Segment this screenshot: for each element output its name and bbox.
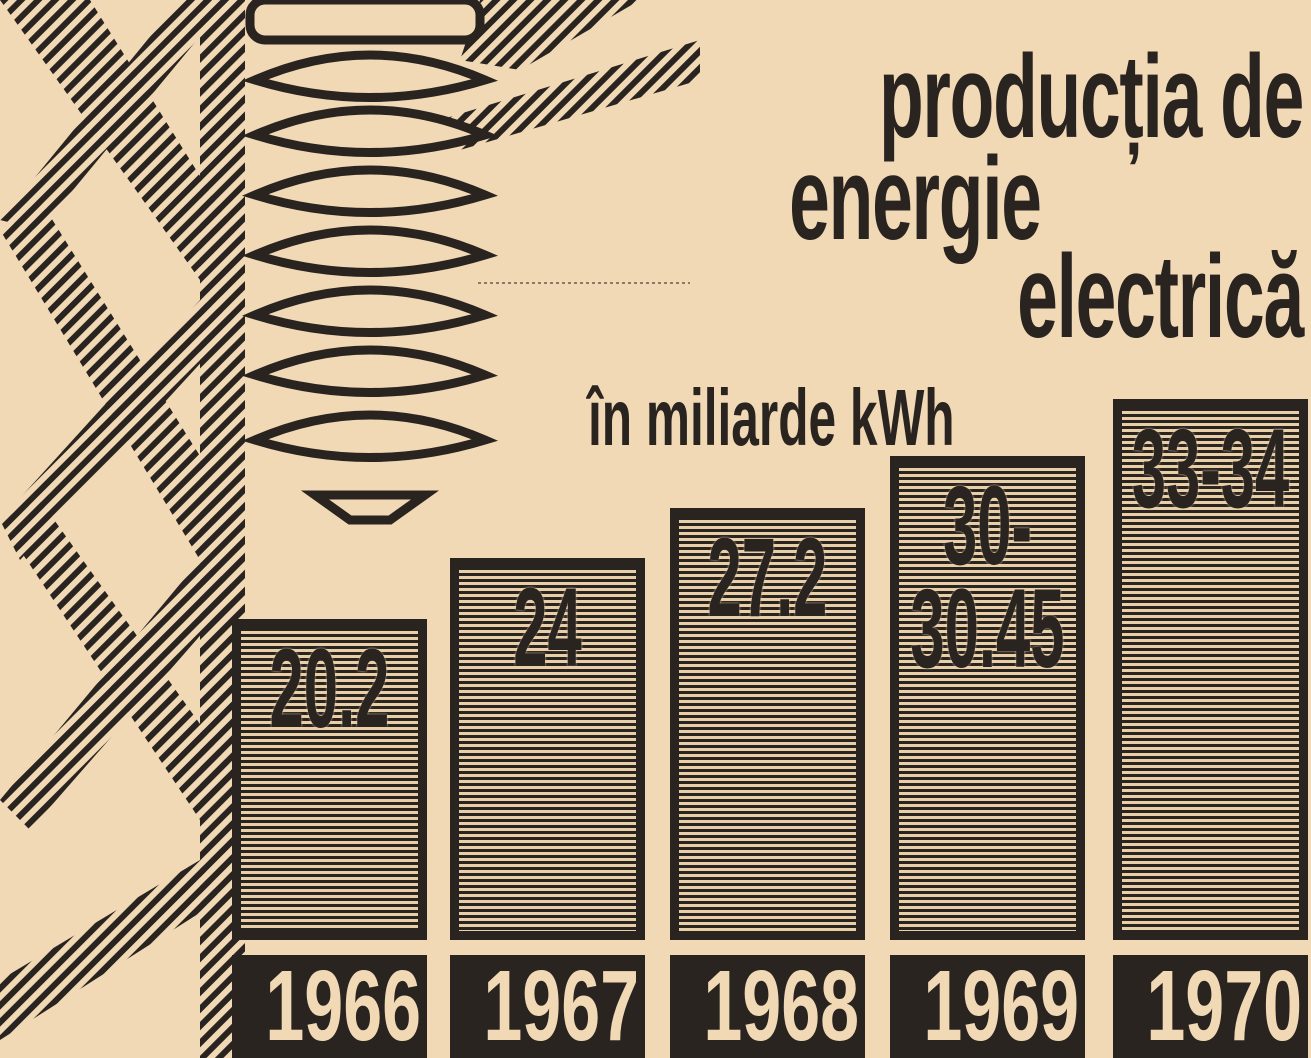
value-label: 30-30.45	[900, 474, 1075, 680]
x-tick-text: 1970	[1146, 955, 1302, 1058]
insulator	[250, 0, 485, 520]
chart-subtitle: în miliarde kWh	[588, 372, 955, 464]
x-tick-text: 1968	[703, 955, 859, 1058]
x-tick-label: 1968	[670, 955, 865, 1058]
x-tick-label: 1967	[450, 955, 645, 1058]
x-tick-label: 1969	[890, 955, 1085, 1058]
value-label: 24	[460, 576, 635, 679]
value-label: 27.2	[680, 526, 855, 629]
x-tick-label: 1966	[232, 955, 427, 1058]
chart: producția de energie electrică în miliar…	[0, 0, 1311, 1058]
chart-title: electrică	[1017, 238, 1303, 356]
x-tick-text: 1969	[923, 955, 1079, 1058]
value-label: 20.2	[242, 637, 417, 740]
value-label: 33-34	[1123, 417, 1298, 520]
chart-title: energie	[789, 140, 1041, 258]
x-tick-text: 1967	[483, 955, 639, 1058]
x-tick-text: 1966	[265, 955, 421, 1058]
x-tick-label: 1970	[1113, 955, 1308, 1058]
